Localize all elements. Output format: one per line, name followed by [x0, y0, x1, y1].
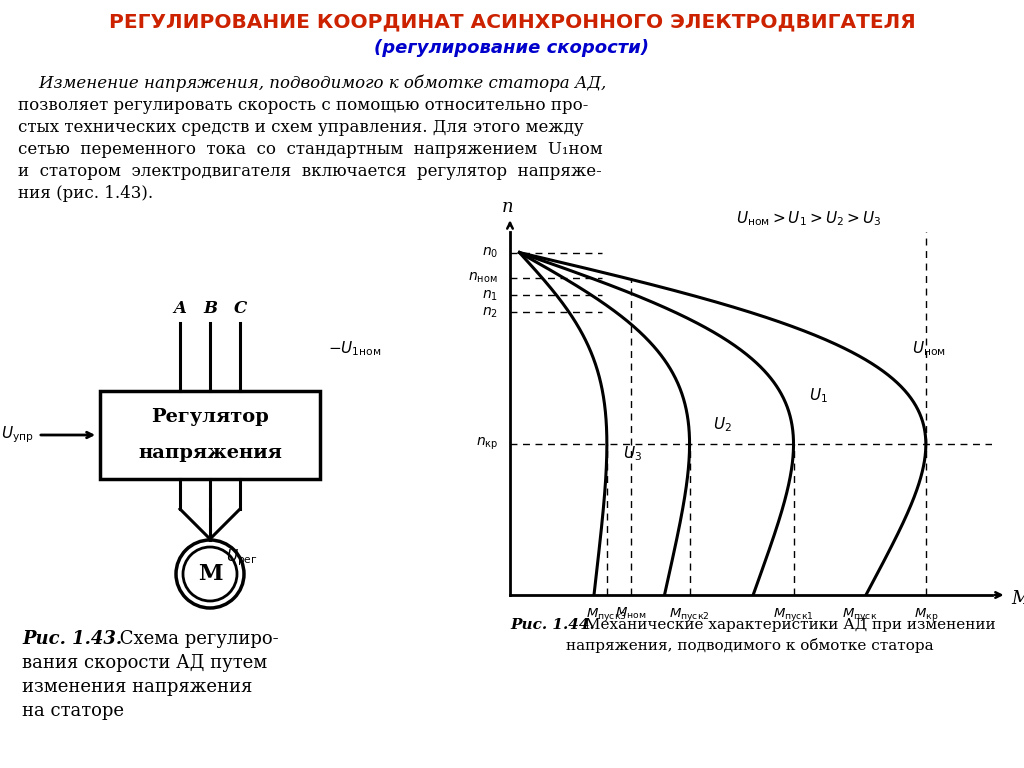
Text: $n_{\rm ном}$: $n_{\rm ном}$ — [468, 271, 498, 286]
Text: и  статором  электродвигателя  включается  регулятор  напряже-: и статором электродвигателя включается р… — [18, 163, 602, 180]
Text: напряжения, подводимого к обмотке статора: напряжения, подводимого к обмотке статор… — [566, 638, 934, 653]
Text: на статоре: на статоре — [22, 702, 124, 720]
Text: $U_3$: $U_3$ — [624, 444, 642, 463]
Text: позволяет регулировать скорость с помощью относительно про-: позволяет регулировать скорость с помощь… — [18, 97, 589, 114]
Text: n: n — [502, 197, 513, 216]
Text: $M_{\rm пуск1}$: $M_{\rm пуск1}$ — [773, 606, 814, 623]
Text: Рис. 1.44.: Рис. 1.44. — [510, 618, 595, 632]
Text: напряжения: напряжения — [138, 444, 282, 462]
Text: $n_1$: $n_1$ — [482, 288, 498, 303]
Text: $M_{\rm пуск3}$: $M_{\rm пуск3}$ — [587, 606, 628, 623]
Text: ния (рис. 1.43).: ния (рис. 1.43). — [18, 185, 154, 202]
Text: $-U_{1\rm ном}$: $-U_{1\rm ном}$ — [328, 339, 381, 359]
Text: сетью  переменного  тока  со  стандартным  напряжением  U₁ном: сетью переменного тока со стандартным на… — [18, 141, 603, 158]
Text: Рис. 1.43.: Рис. 1.43. — [22, 630, 122, 648]
Text: М: М — [1012, 590, 1024, 607]
Text: $U_{\rm ном}$: $U_{\rm ном}$ — [912, 339, 946, 358]
Text: $M_{\rm ном}$: $M_{\rm ном}$ — [614, 606, 646, 621]
Text: C: C — [233, 300, 247, 317]
Text: $M_{\rm пуск2}$: $M_{\rm пуск2}$ — [670, 606, 710, 623]
Text: М: М — [198, 563, 222, 585]
Text: $n_2$: $n_2$ — [482, 305, 498, 319]
Text: $M_{\rm пуск}$: $M_{\rm пуск}$ — [842, 606, 878, 623]
Text: РЕГУЛИРОВАНИЕ КООРДИНАТ АСИНХРОННОГО ЭЛЕКТРОДВИГАТЕЛЯ: РЕГУЛИРОВАНИЕ КООРДИНАТ АСИНХРОННОГО ЭЛЕ… — [109, 12, 915, 31]
Text: Изменение напряжения, подводимого к обмотке статора АД,: Изменение напряжения, подводимого к обмо… — [18, 75, 606, 92]
Text: $U_{\rm рег}$: $U_{\rm рег}$ — [226, 547, 258, 568]
Text: Механические характеристики АД при изменении: Механические характеристики АД при измен… — [580, 618, 995, 632]
Text: (регулирование скорости): (регулирование скорости) — [375, 39, 649, 57]
Text: стых технических средств и схем управления. Для этого между: стых технических средств и схем управлен… — [18, 119, 584, 136]
Text: $U_2$: $U_2$ — [713, 415, 731, 434]
Text: $M_{\rm кр}$: $M_{\rm кр}$ — [913, 606, 938, 623]
Text: $U_{\rm ном}>U_1>U_2>U_3$: $U_{\rm ном}>U_1>U_2>U_3$ — [736, 210, 882, 228]
Text: Схема регулиро-: Схема регулиро- — [114, 630, 279, 648]
Text: B: B — [203, 300, 217, 317]
Text: $U_{\rm упр}$: $U_{\rm упр}$ — [1, 425, 34, 445]
Text: $U_1$: $U_1$ — [809, 386, 828, 405]
Text: изменения напряжения: изменения напряжения — [22, 678, 252, 696]
Text: $n_0$: $n_0$ — [481, 245, 498, 260]
Text: A: A — [173, 300, 186, 317]
Bar — [100, 391, 319, 479]
Text: $n_{\rm кр}$: $n_{\rm кр}$ — [475, 436, 498, 452]
Text: Регулятор: Регулятор — [152, 408, 269, 426]
Text: вания скорости АД путем: вания скорости АД путем — [22, 654, 267, 672]
